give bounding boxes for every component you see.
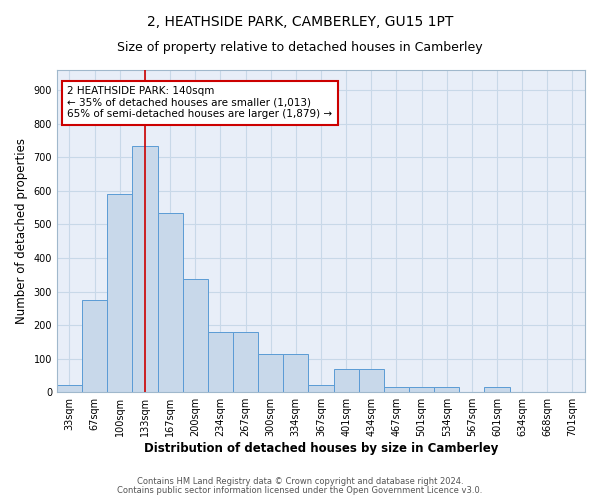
Text: Contains public sector information licensed under the Open Government Licence v3: Contains public sector information licen…	[118, 486, 482, 495]
Bar	[208, 332, 233, 392]
Text: 2, HEATHSIDE PARK, CAMBERLEY, GU15 1PT: 2, HEATHSIDE PARK, CAMBERLEY, GU15 1PT	[147, 15, 453, 29]
Text: Contains HM Land Registry data © Crown copyright and database right 2024.: Contains HM Land Registry data © Crown c…	[137, 477, 463, 486]
Bar	[107, 194, 133, 392]
Bar	[434, 387, 459, 392]
Bar	[133, 146, 158, 392]
Text: Size of property relative to detached houses in Camberley: Size of property relative to detached ho…	[117, 41, 483, 54]
Bar	[308, 385, 334, 392]
Bar	[484, 387, 509, 392]
Bar	[233, 332, 258, 392]
Text: 2 HEATHSIDE PARK: 140sqm
← 35% of detached houses are smaller (1,013)
65% of sem: 2 HEATHSIDE PARK: 140sqm ← 35% of detach…	[67, 86, 332, 120]
Bar	[384, 387, 409, 392]
Bar	[258, 354, 283, 392]
Y-axis label: Number of detached properties: Number of detached properties	[15, 138, 28, 324]
Bar	[359, 370, 384, 392]
Bar	[334, 370, 359, 392]
Bar	[182, 279, 208, 392]
Bar	[283, 354, 308, 392]
Bar	[409, 387, 434, 392]
Bar	[82, 300, 107, 392]
Bar	[158, 212, 182, 392]
X-axis label: Distribution of detached houses by size in Camberley: Distribution of detached houses by size …	[144, 442, 498, 455]
Bar	[57, 385, 82, 392]
